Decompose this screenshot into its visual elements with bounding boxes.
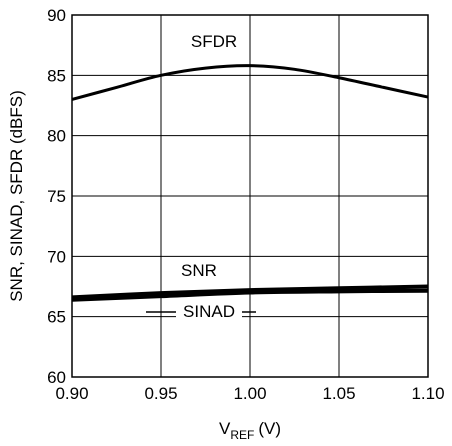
y-tick-label: 80 (47, 127, 66, 146)
grid-lines (71, 14, 429, 378)
snr-label-group: SNR (175, 259, 223, 281)
series-line-snr (71, 284, 429, 300)
series-line-sfdr (71, 64, 429, 101)
y-tick-label: 65 (47, 308, 66, 327)
x-tick-label: 1.00 (233, 384, 266, 403)
y-tick-label: 60 (47, 368, 66, 387)
series-label-sinad: SINAD (183, 302, 235, 321)
y-tick-labels: 60 65 70 75 80 85 90 (47, 6, 66, 387)
x-tick-label: 0.95 (144, 384, 177, 403)
series-line-sinad (71, 288, 429, 302)
series-label-sfdr: SFDR (191, 32, 237, 51)
x-axis-label-main: V (219, 419, 231, 438)
y-tick-label: 70 (47, 247, 66, 266)
sinad-label-group: SINAD (146, 299, 256, 321)
series-lines (71, 64, 429, 302)
series-label-snr: SNR (181, 261, 217, 280)
x-axis-label: VREF (V) (219, 419, 281, 442)
sfdr-label-group: SFDR (183, 29, 245, 51)
x-tick-label: 1.05 (322, 384, 355, 403)
x-axis-label-unit: (V) (258, 419, 281, 438)
y-tick-label: 90 (47, 6, 66, 25)
x-tick-labels: 0.90 0.95 1.00 1.05 1.10 (55, 384, 444, 403)
y-tick-label: 75 (47, 187, 66, 206)
y-tick-label: 85 (47, 66, 66, 85)
y-axis-label: SNR, SINAD, SFDR (dBFS) (7, 90, 26, 302)
x-axis-label-sub: REF (230, 428, 254, 442)
x-tick-label: 1.10 (411, 384, 444, 403)
x-tick-label: 0.90 (55, 384, 88, 403)
plot-frame (71, 14, 429, 378)
